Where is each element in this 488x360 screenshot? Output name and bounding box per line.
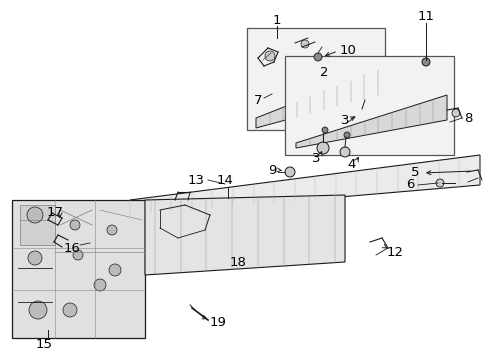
Circle shape: [321, 127, 327, 133]
Polygon shape: [130, 155, 479, 215]
Text: 9: 9: [267, 163, 276, 176]
Circle shape: [301, 40, 308, 48]
Text: 14: 14: [216, 174, 233, 186]
Polygon shape: [20, 205, 55, 245]
Circle shape: [264, 51, 274, 61]
Text: 17: 17: [46, 206, 63, 219]
Circle shape: [28, 251, 42, 265]
Circle shape: [27, 207, 43, 223]
Circle shape: [435, 179, 443, 187]
Text: 7: 7: [253, 94, 262, 107]
Circle shape: [29, 301, 47, 319]
Bar: [285, 56, 453, 155]
Polygon shape: [145, 195, 345, 275]
Polygon shape: [295, 95, 446, 148]
Circle shape: [285, 167, 294, 177]
Circle shape: [73, 250, 83, 260]
Text: 6: 6: [405, 179, 413, 192]
Text: 1: 1: [272, 13, 281, 27]
Text: 12: 12: [386, 246, 403, 258]
Circle shape: [316, 142, 328, 154]
Text: 16: 16: [63, 242, 80, 255]
Circle shape: [94, 279, 106, 291]
Text: 3: 3: [340, 113, 348, 126]
Circle shape: [421, 58, 429, 66]
Circle shape: [343, 132, 349, 138]
Text: 11: 11: [417, 9, 434, 22]
Circle shape: [356, 109, 366, 119]
Text: 13: 13: [187, 174, 204, 186]
Polygon shape: [12, 200, 145, 338]
Text: 2: 2: [319, 66, 327, 78]
Circle shape: [107, 225, 117, 235]
Text: 5: 5: [410, 166, 418, 180]
Circle shape: [70, 220, 80, 230]
Text: 15: 15: [36, 338, 52, 351]
Text: 18: 18: [229, 256, 246, 269]
Circle shape: [109, 264, 121, 276]
Text: 8: 8: [463, 112, 471, 125]
Text: 10: 10: [339, 44, 356, 57]
Text: 4: 4: [347, 158, 355, 171]
Circle shape: [313, 53, 321, 61]
Circle shape: [451, 109, 459, 117]
Circle shape: [63, 303, 77, 317]
Bar: [246, 28, 384, 130]
Text: 19: 19: [209, 315, 226, 328]
Polygon shape: [256, 70, 377, 128]
Text: 3: 3: [311, 152, 320, 165]
Circle shape: [339, 147, 349, 157]
